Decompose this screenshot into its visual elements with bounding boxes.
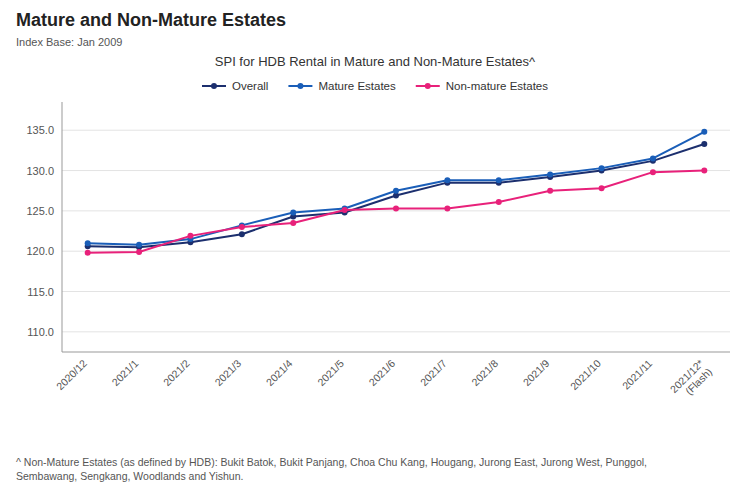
y-tick-label: 125.0 [26,205,54,217]
text-line: (Flash) [683,365,715,397]
point [290,209,296,215]
subtitle: SPI for HDB Rental in Mature and Non-Mat… [215,54,536,69]
text-line: 2021/4 [263,357,294,388]
point [393,188,399,194]
x-tick-label: 2021/12*(Flash) [668,357,715,404]
x-tick-label: 2021/5 [315,357,346,388]
text-line: 2021/8 [469,357,500,388]
point [496,199,502,205]
annotation: Index Base: Jan 2009 [16,36,122,48]
series-line [88,144,705,247]
text-line: Index Base: Jan 2009 [16,36,122,48]
x-tick-label: 2021/6 [366,357,397,388]
footnote: ^ Non-Mature Estates (as defined by HDB)… [16,456,647,482]
x-tick-label: 2021/7 [418,357,449,388]
legend-label: Mature Estates [318,80,396,92]
point [701,141,707,147]
point [547,188,553,194]
x-tick-label: 2021/2 [161,357,192,388]
legend-label: Non-mature Estates [446,80,549,92]
text-line: 2020/12 [54,357,89,392]
x-tick-label: 2021/3 [212,357,243,388]
y-axis-line [62,102,63,352]
legend-marker [297,83,303,89]
point [136,242,142,248]
legend-label: Overall [232,80,268,92]
point [444,177,450,183]
text-line: 2021/6 [366,357,397,388]
x-axis-line [62,352,730,353]
x-tick-label: 2021/8 [469,357,500,388]
grid-line [62,331,730,332]
legend-marker [211,83,217,89]
point [393,205,399,211]
x-tick-label: 2021/10 [568,357,603,392]
grid [62,130,730,332]
grid-line [62,130,730,131]
point [85,250,91,256]
y-tick-label: 135.0 [26,124,54,136]
point [650,169,656,175]
y-tick-label: 115.0 [27,286,54,298]
point [239,231,245,237]
text-line: 2021/10 [568,357,603,392]
text-line: 2021/9 [520,357,551,388]
point [701,168,707,174]
text-line: 2021/5 [315,357,346,388]
series-line [88,171,705,253]
text-line: 2021/2 [161,357,192,388]
y-tick-label: 110.0 [27,326,54,338]
y-tick-label: 130.0 [26,165,54,177]
text-line: 2021/3 [212,357,243,388]
x-tick-label: 2021/9 [520,357,551,388]
grid-line [62,291,730,292]
point [239,224,245,230]
x-tick-label: 2021/11 [620,357,655,392]
chart: Mature and Non-Mature Estates Index Base:… [0,0,750,492]
grid-line [62,251,730,252]
x-tick-label: 2020/12 [54,357,89,392]
text-line: 2021/11 [620,357,655,392]
point [701,129,707,135]
point [547,172,553,178]
series-group [85,129,708,256]
legend-marker [425,83,431,89]
point [342,207,348,213]
point [85,240,91,246]
point [187,233,193,239]
text-line: Sembawang, Sengkang, Woodlands and Yishu… [16,470,243,482]
grid-line [62,170,730,171]
point [444,205,450,211]
point [650,155,656,161]
text-line: ^ Non-Mature Estates (as defined by HDB)… [16,456,647,468]
text-line: 2021/1 [109,357,140,388]
x-tick-label: 2021/1 [109,357,140,388]
point [496,177,502,183]
title: Mature and Non-Mature Estates [16,10,286,30]
legend: Overall Mature Estates Non-mature Estates [202,80,548,92]
point [599,185,605,191]
point [290,220,296,226]
series-line [88,132,705,245]
x-tick-label: 2021/4 [263,357,294,388]
y-tick-label: 120.0 [26,245,54,257]
text-line: 2021/7 [418,357,449,388]
point [136,249,142,255]
point [599,165,605,171]
